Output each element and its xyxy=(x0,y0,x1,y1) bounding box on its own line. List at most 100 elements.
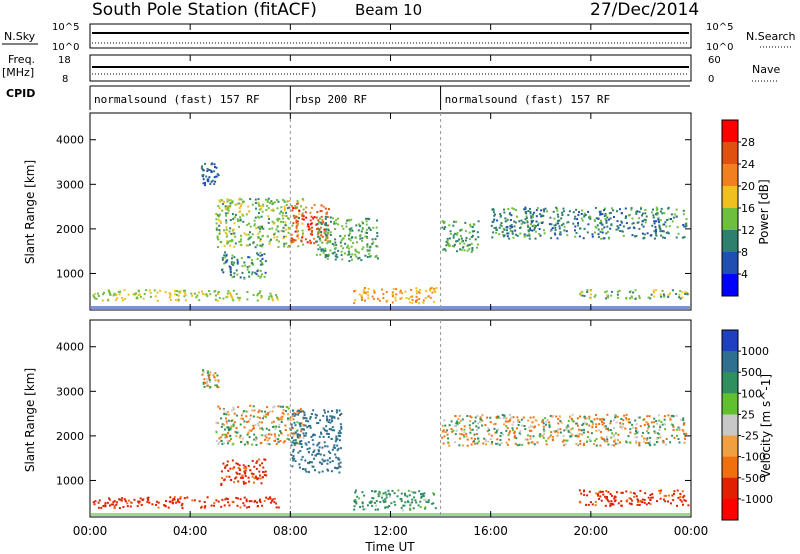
range-cell xyxy=(174,298,177,301)
range-cell xyxy=(589,289,592,292)
range-cell xyxy=(337,249,340,252)
range-cell xyxy=(682,213,685,216)
range-cell xyxy=(446,239,449,242)
range-cell xyxy=(645,215,648,218)
range-cell xyxy=(312,451,315,453)
range-cell xyxy=(307,461,310,464)
range-cell xyxy=(310,435,313,438)
range-cell xyxy=(309,417,312,420)
range-cell xyxy=(582,444,585,447)
range-cell xyxy=(415,290,418,293)
colorbar-swatch xyxy=(722,477,738,500)
range-cell xyxy=(667,295,670,298)
range-cell xyxy=(257,226,260,229)
range-cell xyxy=(210,170,213,173)
range-cell xyxy=(171,499,174,502)
range-cell xyxy=(301,232,304,235)
range-cell xyxy=(377,508,379,511)
range-cell xyxy=(647,502,650,504)
range-cell xyxy=(513,434,516,437)
range-cell xyxy=(601,228,604,231)
range-cell xyxy=(469,428,472,431)
range-cell xyxy=(177,294,180,297)
range-cell xyxy=(262,205,265,207)
range-cell xyxy=(135,297,138,300)
range-cell xyxy=(412,491,415,494)
range-cell xyxy=(643,437,646,440)
range-cell xyxy=(248,210,250,213)
range-cell xyxy=(245,213,248,216)
range-cell xyxy=(620,220,623,223)
range-cell xyxy=(616,290,619,293)
range-cell xyxy=(495,231,498,234)
range-cell xyxy=(606,413,609,416)
range-cell xyxy=(258,421,261,424)
range-cell xyxy=(364,254,367,257)
range-cell xyxy=(327,241,330,243)
range-cell xyxy=(310,230,313,233)
nave-tick-bottom: 0 xyxy=(708,74,714,85)
range-cell xyxy=(278,217,281,220)
range-cell xyxy=(366,256,369,258)
range-cell xyxy=(336,449,339,452)
range-cell xyxy=(339,447,342,450)
range-cell xyxy=(678,296,681,299)
range-cell xyxy=(335,219,337,222)
data-region xyxy=(353,489,437,512)
range-cell xyxy=(570,435,573,438)
range-cell xyxy=(312,433,315,436)
range-cell xyxy=(367,226,370,229)
range-cell xyxy=(647,427,650,430)
range-cell xyxy=(299,411,302,413)
range-cell xyxy=(210,180,213,183)
range-cell xyxy=(620,427,623,430)
range-cell xyxy=(450,428,453,431)
range-cell xyxy=(217,174,220,177)
range-cell xyxy=(655,289,657,292)
range-cell xyxy=(223,262,226,265)
range-cell xyxy=(284,221,287,224)
range-cell xyxy=(302,416,305,419)
range-cell xyxy=(646,437,649,440)
range-cell xyxy=(628,502,631,505)
range-cell xyxy=(636,221,639,224)
range-cell xyxy=(527,228,530,231)
range-cell xyxy=(234,477,237,480)
range-cell xyxy=(443,419,446,422)
range-cell xyxy=(256,299,259,302)
range-cell xyxy=(586,289,589,292)
range-cell xyxy=(588,490,591,493)
range-cell xyxy=(372,241,375,244)
range-cell xyxy=(495,417,498,419)
range-cell xyxy=(147,499,150,501)
range-cell xyxy=(643,423,646,426)
range-cell xyxy=(322,460,325,463)
range-cell xyxy=(562,207,565,210)
range-cell xyxy=(482,442,485,445)
range-cell xyxy=(374,490,377,493)
range-cell xyxy=(223,413,226,416)
range-cell xyxy=(671,494,674,497)
range-cell xyxy=(272,420,275,423)
range-cell xyxy=(251,475,254,478)
range-cell xyxy=(432,300,435,303)
range-cell xyxy=(282,405,284,408)
range-cell xyxy=(202,381,205,384)
range-cell xyxy=(361,299,364,301)
range-cell xyxy=(626,499,629,502)
range-cell xyxy=(425,290,428,293)
range-cell xyxy=(589,297,592,300)
range-cell xyxy=(334,440,337,443)
range-cell xyxy=(206,496,209,499)
range-cell xyxy=(273,425,276,428)
range-cell xyxy=(433,493,435,496)
range-cell xyxy=(282,441,285,444)
range-cell xyxy=(542,425,545,428)
range-cell xyxy=(228,265,231,268)
range-cell xyxy=(97,292,99,295)
range-cell xyxy=(237,296,240,299)
range-cell xyxy=(611,502,614,505)
range-cell xyxy=(656,432,659,435)
range-cell xyxy=(290,453,293,456)
range-cell xyxy=(315,216,318,219)
